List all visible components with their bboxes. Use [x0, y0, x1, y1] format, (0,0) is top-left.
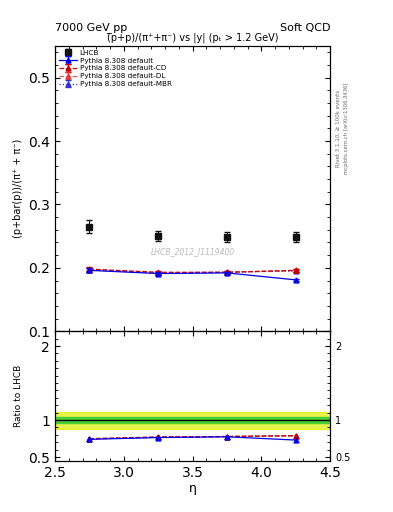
Y-axis label: Ratio to LHCB: Ratio to LHCB	[14, 365, 23, 427]
Bar	[55, 417, 330, 423]
Bar	[55, 412, 330, 430]
Text: (̅p+p)/(π⁺+π⁻) vs |y| (pₜ > 1.2 GeV): (̅p+p)/(π⁺+π⁻) vs |y| (pₜ > 1.2 GeV)	[107, 33, 278, 43]
Text: Soft QCD: Soft QCD	[280, 23, 330, 33]
X-axis label: η: η	[189, 482, 196, 496]
Text: LHCB_2012_I1119400: LHCB_2012_I1119400	[151, 247, 235, 256]
Text: 7000 GeV pp: 7000 GeV pp	[55, 23, 127, 33]
Text: Rivet 3.1.10, ≥ 100k events: Rivet 3.1.10, ≥ 100k events	[336, 90, 341, 166]
Text: mcplots.cern.ch [arXiv:1306.3436]: mcplots.cern.ch [arXiv:1306.3436]	[344, 82, 349, 174]
Y-axis label: (p+bar(p))/(π⁺ + π⁻): (p+bar(p))/(π⁺ + π⁻)	[13, 139, 23, 238]
Legend: LHCB, Pythia 8.308 default, Pythia 8.308 default-CD, Pythia 8.308 default-DL, Py: LHCB, Pythia 8.308 default, Pythia 8.308…	[57, 48, 173, 89]
